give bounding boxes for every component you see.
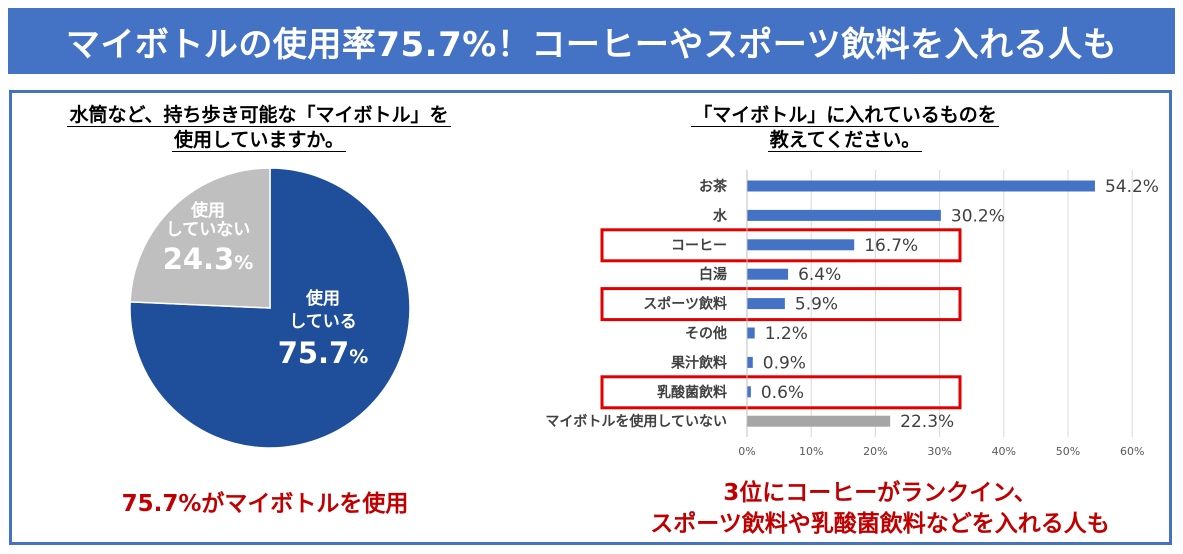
pie-label-used-pct: % — [349, 346, 369, 368]
value-label: 0.6% — [761, 383, 804, 403]
highlight-box — [600, 287, 962, 322]
pie-label-notused: 使用 していない 24.3% — [148, 202, 268, 278]
right-conclusion: 3位にコーヒーがランクイン、 スポーツ飲料や乳酸菌飲料などを入れる人も — [590, 478, 1170, 540]
value-label: 0.9% — [763, 353, 806, 373]
right-question-line1: 「マイボトル」に入れているものを — [691, 104, 999, 127]
bar — [747, 327, 755, 339]
x-tick-label: 10% — [799, 445, 823, 458]
bar — [747, 180, 1095, 192]
category-label: スポーツ飲料 — [643, 296, 727, 313]
bar — [747, 298, 785, 310]
x-tick-label: 50% — [1056, 445, 1080, 458]
bar — [747, 386, 751, 398]
bar — [747, 209, 941, 221]
value-label: 5.9% — [795, 295, 838, 315]
left-conclusion: 75.7%がマイボトルを使用 — [121, 491, 409, 517]
content-frame — [9, 90, 1172, 545]
right-question-line2: 教えてください。 — [767, 129, 923, 152]
value-label: 54.2% — [1105, 177, 1159, 197]
pie-label-notused-value: 24.3 — [162, 242, 235, 276]
bar — [747, 356, 753, 368]
category-label: 乳酸菌飲料 — [657, 384, 727, 401]
right-question: 「マイボトル」に入れているものを 教えてください。 — [620, 103, 1070, 153]
pie-label-notused-line1: 使用 — [191, 201, 225, 221]
value-label: 1.2% — [765, 324, 808, 344]
x-tick-label: 0% — [738, 445, 755, 458]
pie-label-used-line1: 使用 — [306, 289, 340, 309]
value-label: 16.7% — [864, 236, 918, 256]
left-question: 水筒など、持ち歩き可能な「マイボトル」を 使用していますか。 — [34, 103, 484, 153]
value-label: 6.4% — [798, 265, 841, 285]
category-label: 白湯 — [699, 266, 727, 283]
right-conclusion-line1: 3位にコーヒーがランクイン、 — [723, 480, 1037, 506]
pie-label-notused-line2: していない — [165, 220, 251, 240]
category-label: その他 — [685, 325, 727, 342]
banner-title: マイボトルの使用率75.7%！コーヒーやスポーツ飲料を入れる人も — [8, 8, 1175, 74]
value-label: 30.2% — [951, 206, 1005, 226]
category-label: コーヒー — [671, 238, 727, 254]
pie-label-used: 使用 している 75.7% — [268, 288, 378, 372]
pie-label-used-line2: している — [289, 312, 357, 332]
value-label: 22.3% — [900, 412, 954, 432]
bar — [747, 415, 891, 427]
pie-label-used-value: 75.7 — [277, 336, 350, 370]
bar-chart: 0% 10% 20% 30% 40% 50% 60% お茶 54.2% 水 30.2% コーヒー 16.… — [545, 170, 1159, 458]
pie-label-notused-pct: % — [234, 252, 254, 274]
bar — [747, 268, 789, 280]
category-label: 果汁飲料 — [670, 354, 727, 371]
highlight-box — [600, 375, 962, 410]
left-question-line1: 水筒など、持ち歩き可能な「マイボトル」を — [67, 104, 451, 127]
bar — [747, 239, 855, 251]
x-tick-label: 30% — [927, 445, 951, 458]
pie-slice-notused — [129, 167, 271, 309]
category-label: 水 — [713, 207, 728, 224]
x-tick-label: 20% — [863, 445, 887, 458]
highlight-box — [600, 228, 962, 263]
right-conclusion-line2: スポーツ飲料や乳酸菌飲料などを入れる人も — [650, 511, 1110, 537]
x-tick-label: 40% — [992, 445, 1016, 458]
pie-chart — [129, 167, 411, 449]
category-label: マイボトルを使用していない — [545, 413, 727, 430]
pie-slice-used — [129, 167, 411, 449]
left-question-line2: 使用していますか。 — [171, 129, 347, 152]
category-label: お茶 — [699, 178, 728, 195]
x-tick-label: 60% — [1120, 445, 1144, 458]
